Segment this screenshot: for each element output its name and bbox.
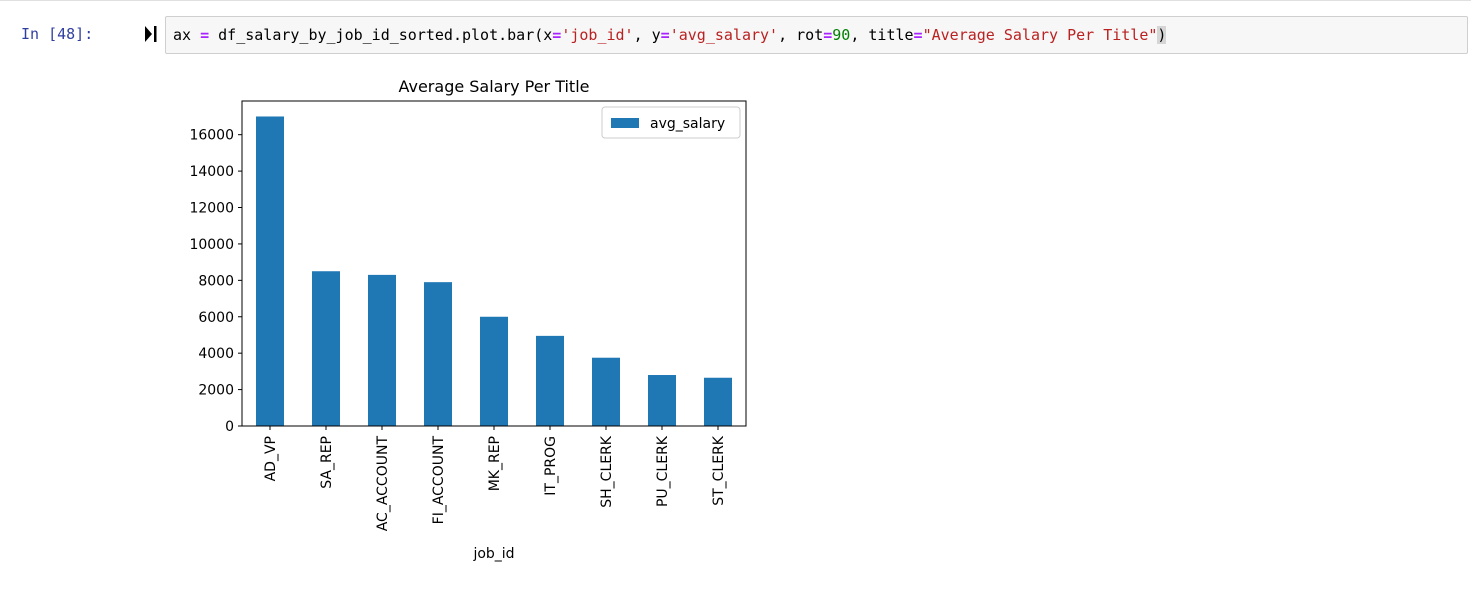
code-token: df_salary_by_job_id_sorted.plot.bar(x bbox=[209, 26, 553, 44]
y-tick-label: 6000 bbox=[198, 310, 234, 326]
code-token: 90 bbox=[832, 26, 851, 44]
cell-top-divider bbox=[0, 0, 1471, 1]
bar-sa-rep bbox=[312, 271, 340, 426]
x-tick-label: SA_REP bbox=[319, 436, 335, 489]
code-token: , y bbox=[633, 26, 661, 44]
y-tick-label: 14000 bbox=[189, 164, 234, 180]
y-tick-label: 16000 bbox=[189, 128, 234, 144]
bar-fi-account bbox=[424, 282, 452, 426]
x-tick-label: IT_PROG bbox=[543, 436, 559, 496]
run-cell-icon[interactable] bbox=[144, 25, 158, 43]
legend-label: avg_salary bbox=[650, 116, 725, 132]
x-tick-label: AC_ACCOUNT bbox=[375, 436, 391, 532]
code-token: = bbox=[823, 26, 833, 44]
x-tick-label: PU_CLERK bbox=[655, 435, 671, 507]
y-tick-label: 10000 bbox=[189, 237, 234, 253]
code-token: "Average Salary Per Title" bbox=[922, 26, 1158, 44]
x-tick-label: MK_REP bbox=[487, 436, 503, 491]
chart-title: Average Salary Per Title bbox=[398, 77, 589, 96]
bar-mk-rep bbox=[480, 316, 508, 426]
y-tick-label: 8000 bbox=[198, 273, 234, 289]
code-line: ax = df_salary_by_job_id_sorted.plot.bar… bbox=[173, 25, 1167, 45]
bar-ac-account bbox=[368, 274, 396, 426]
y-tick-label: 2000 bbox=[198, 383, 234, 399]
code-token: , rot bbox=[778, 26, 824, 44]
code-token: ax bbox=[173, 26, 201, 44]
bar-sh-clerk bbox=[592, 357, 620, 426]
x-tick-label: FI_ACCOUNT bbox=[431, 436, 447, 525]
code-token: = bbox=[552, 26, 562, 44]
x-tick-label: SH_CLERK bbox=[599, 435, 615, 508]
y-tick-label: 12000 bbox=[189, 201, 234, 217]
y-tick-label: 0 bbox=[225, 419, 234, 435]
code-token: , title bbox=[850, 26, 914, 44]
code-token: 'job_id' bbox=[561, 26, 634, 44]
code-token: ) bbox=[1157, 26, 1167, 44]
code-token: = bbox=[913, 26, 923, 44]
code-token: 'avg_salary' bbox=[669, 26, 779, 44]
input-prompt: In [48]: bbox=[21, 25, 94, 43]
bar-chart: Average Salary Per Title 0 2000 4000 6000 800… bbox=[189, 77, 747, 562]
bar-ad-vp bbox=[256, 116, 284, 426]
legend-box bbox=[601, 106, 741, 139]
code-token: = bbox=[660, 26, 670, 44]
code-cell-input[interactable]: ax = df_salary_by_job_id_sorted.plot.bar… bbox=[165, 16, 1468, 54]
x-tick-label: ST_CLERK bbox=[711, 435, 727, 506]
x-tick-label: AD_VP bbox=[263, 436, 279, 481]
code-token: = bbox=[200, 26, 210, 44]
x-axis-label: job_id bbox=[472, 546, 514, 562]
y-tick-label: 4000 bbox=[198, 346, 234, 362]
bar-pu-clerk bbox=[648, 375, 676, 426]
legend-swatch bbox=[611, 118, 639, 128]
bar-st-clerk bbox=[704, 377, 732, 426]
bar-it-prog bbox=[536, 335, 564, 426]
